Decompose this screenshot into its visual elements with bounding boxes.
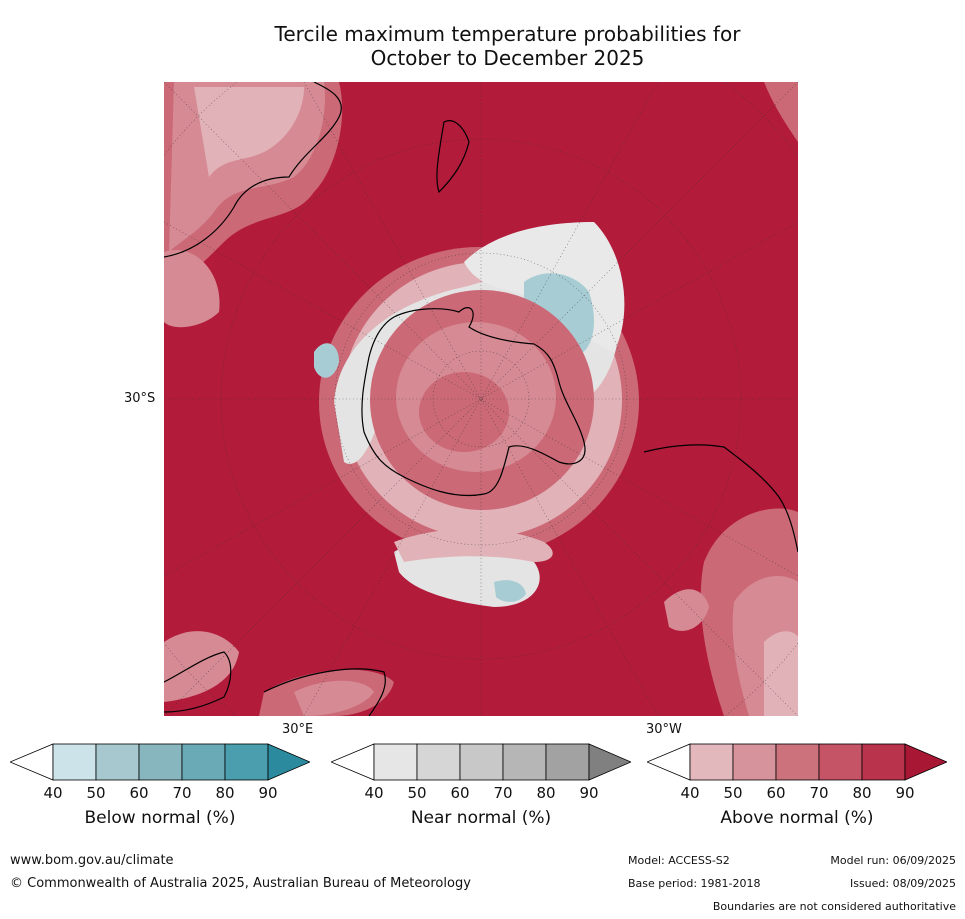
colorbar-tick: 70 — [493, 784, 513, 802]
colorbar-tick: 40 — [364, 784, 384, 802]
colorbar-extend-high — [904, 743, 947, 781]
colorbar-tick: 40 — [43, 784, 63, 802]
colorbar-swatch — [732, 743, 777, 781]
footer-base-period: Base period: 1981-2018 — [628, 877, 761, 890]
colorbar-swatch — [52, 743, 97, 781]
colorbar-swatch — [818, 743, 863, 781]
colorbar-title: Above normal (%) — [720, 808, 874, 828]
colorbar-tick: 60 — [450, 784, 470, 802]
colorbar-tick: 80 — [536, 784, 556, 802]
colorbar-swatch — [459, 743, 504, 781]
colorbar-swatch — [138, 743, 183, 781]
footer-model: Model: ACCESS-S2 — [628, 854, 730, 867]
lon-label-30e: 30°E — [282, 722, 314, 737]
antarctic-probability-ring — [314, 222, 639, 607]
colorbar-swatch — [416, 743, 461, 781]
above-normal-light-patches — [164, 82, 798, 716]
colorbar-swatch — [181, 743, 226, 781]
footer-model-run: Model run: 06/09/2025 — [830, 854, 956, 867]
tercile-probability-map[interactable] — [164, 82, 798, 716]
colorbar-swatch — [861, 743, 906, 781]
lat-label-30s: 30°S — [124, 391, 156, 406]
antarctica-coastline — [361, 307, 586, 497]
map-title: Tercile maximum temperature probabilitie… — [160, 22, 855, 70]
colorbar-tick: 90 — [258, 784, 278, 802]
colorbar-swatch — [502, 743, 547, 781]
colorbar-tick: 80 — [215, 784, 235, 802]
graticule — [164, 82, 798, 716]
colorbar-extend-low — [10, 743, 54, 781]
colorbar-extend-high — [267, 743, 310, 781]
colorbar-title: Below normal (%) — [84, 808, 236, 828]
colorbar-tick: 50 — [723, 784, 743, 802]
coastlines — [164, 82, 798, 716]
colorbar-swatch — [775, 743, 820, 781]
new-zealand-coastline — [436, 120, 470, 194]
colorbar-swatch — [95, 743, 140, 781]
colorbar-swatch — [373, 743, 418, 781]
colorbar-extend-low — [331, 743, 375, 781]
colorbar-tick: 60 — [766, 784, 786, 802]
colorbar-swatch — [545, 743, 590, 781]
colorbar-below-normal: 40 50 60 70 80 90 Below normal (%) — [10, 742, 310, 842]
colorbar-near-normal-swatches — [331, 743, 631, 781]
colorbar-extend-low — [647, 743, 691, 781]
map-title-line1: Tercile maximum temperature probabilitie… — [274, 22, 741, 46]
colorbar-near-normal: 40 50 60 70 80 90 Near normal (%) — [331, 742, 631, 842]
australia-coastline — [164, 82, 342, 258]
colorbar-tick: 80 — [852, 784, 872, 802]
footer-issued: Issued: 08/09/2025 — [849, 877, 956, 890]
colorbar-tick: 50 — [86, 784, 106, 802]
south-america-coastline — [643, 444, 798, 553]
colorbar-above-normal-swatches — [647, 743, 947, 781]
colorbar-tick: 40 — [680, 784, 700, 802]
africa-coastline — [164, 651, 232, 713]
colorbar-swatch — [689, 743, 734, 781]
colorbar-above-normal: 40 50 60 70 80 90 Above normal (%) — [647, 742, 947, 842]
colorbar-title: Near normal (%) — [410, 808, 552, 828]
colorbar-tick: 90 — [579, 784, 599, 802]
colorbar-tick: 70 — [809, 784, 829, 802]
lon-label-30w: 30°W — [646, 722, 682, 737]
footer-disclaimer: Boundaries are not considered authoritat… — [712, 900, 956, 913]
footer-copyright: © Commonwealth of Australia 2025, Austra… — [10, 876, 471, 891]
colorbar-tick: 70 — [172, 784, 192, 802]
footer-url[interactable]: www.bom.gov.au/climate — [10, 853, 174, 868]
colorbar-tick: 60 — [129, 784, 149, 802]
colorbar-tick: 90 — [895, 784, 915, 802]
colorbar-extend-high — [588, 743, 631, 781]
colorbar-below-normal-swatches — [10, 743, 310, 781]
map-title-line2: October to December 2025 — [370, 46, 645, 70]
colorbar-tick: 50 — [407, 784, 427, 802]
colorbar-swatch — [224, 743, 269, 781]
